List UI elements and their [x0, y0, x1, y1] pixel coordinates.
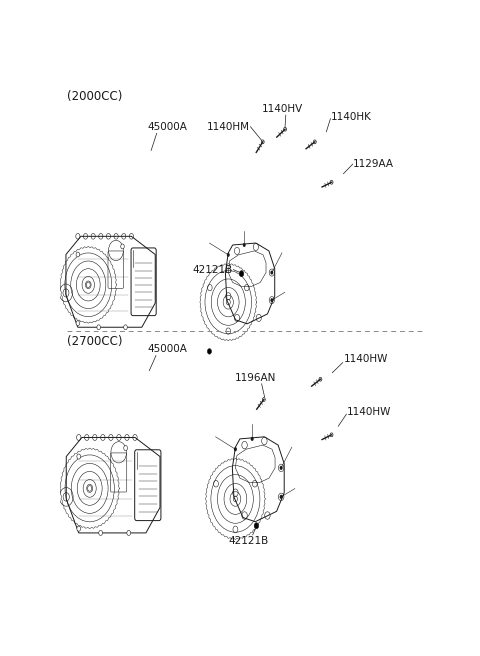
Circle shape	[243, 243, 246, 247]
Circle shape	[207, 348, 212, 354]
Circle shape	[319, 377, 322, 381]
Circle shape	[254, 523, 259, 529]
Circle shape	[86, 282, 90, 287]
Text: 1140HV: 1140HV	[262, 104, 303, 114]
Text: 1140HW: 1140HW	[347, 407, 392, 417]
Circle shape	[227, 253, 230, 257]
Circle shape	[251, 437, 254, 441]
Circle shape	[233, 496, 238, 502]
Text: 1140HM: 1140HM	[207, 122, 250, 132]
Text: 1140HK: 1140HK	[331, 112, 372, 121]
Circle shape	[77, 454, 81, 459]
Circle shape	[76, 321, 80, 325]
Circle shape	[330, 180, 333, 184]
Text: 1129AA: 1129AA	[353, 159, 394, 169]
Circle shape	[330, 433, 333, 437]
Text: (2000CC): (2000CC)	[67, 90, 123, 103]
Circle shape	[127, 531, 131, 535]
Circle shape	[77, 526, 81, 531]
Circle shape	[99, 531, 103, 535]
Circle shape	[124, 325, 127, 330]
Circle shape	[284, 127, 287, 131]
Circle shape	[120, 244, 124, 249]
Circle shape	[270, 271, 273, 275]
Circle shape	[240, 271, 244, 277]
Circle shape	[76, 252, 80, 257]
Circle shape	[313, 140, 316, 144]
Text: (2700CC): (2700CC)	[67, 335, 123, 348]
Text: 1196AN: 1196AN	[235, 373, 276, 383]
Text: 42121B: 42121B	[229, 536, 269, 546]
Circle shape	[261, 140, 264, 144]
Circle shape	[234, 447, 237, 451]
Text: 42121B: 42121B	[193, 264, 233, 275]
Circle shape	[280, 495, 283, 499]
Text: 45000A: 45000A	[147, 344, 187, 354]
Circle shape	[263, 398, 265, 401]
Circle shape	[270, 298, 273, 302]
Circle shape	[124, 445, 128, 451]
Circle shape	[97, 325, 100, 330]
Text: 45000A: 45000A	[147, 122, 187, 132]
Text: 1140HW: 1140HW	[344, 354, 388, 364]
Circle shape	[226, 299, 230, 305]
Circle shape	[88, 485, 92, 491]
Circle shape	[280, 466, 283, 470]
